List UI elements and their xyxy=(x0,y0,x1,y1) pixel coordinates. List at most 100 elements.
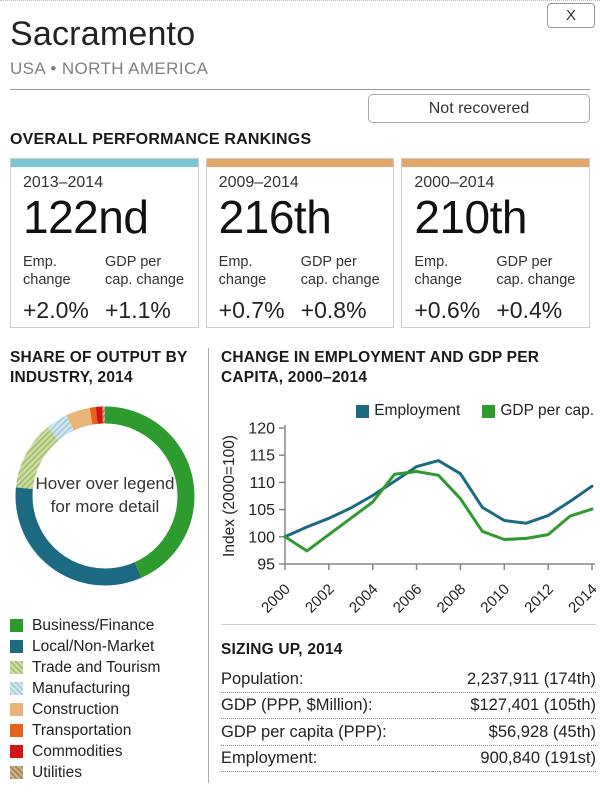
y-axis-tick-label: 115 xyxy=(249,448,275,465)
ranking-cards: 2013–2014 122nd Emp. change +2.0% GDP pe… xyxy=(10,158,591,328)
card-period: 2000–2014 xyxy=(414,174,495,191)
card-period: 2009–2014 xyxy=(218,174,299,191)
card-rank: 210th xyxy=(414,191,527,243)
donut-center-hint: Hover over legend for more detail xyxy=(35,474,175,517)
emp-change-value: +0.6% xyxy=(414,296,481,323)
x-axis-tick-label: 2004 xyxy=(346,581,382,614)
legend-swatch-icon xyxy=(10,745,23,759)
ranking-card-2009-2014: 2009–2014 216th Emp. change +0.7% GDP pe… xyxy=(205,158,395,328)
rankings-heading: OVERALL PERFORMANCE RANKINGS xyxy=(10,131,312,148)
industry-donut-chart: Hover over legend for more detail xyxy=(10,401,200,591)
card-rank: 216th xyxy=(218,191,332,243)
sizing-row-value: 900,840 (191st) xyxy=(431,745,596,773)
ranking-card-2000-2014: 2000–2014 210th Emp. change +0.6% GDP pe… xyxy=(401,158,591,328)
x-axis-tick-label: 2006 xyxy=(390,581,426,614)
line-chart-heading: CHANGE IN EMPLOYMENT AND GDP PER CAPITA,… xyxy=(221,349,540,387)
legend-label: Commodities xyxy=(32,742,123,760)
x-axis-tick-label: 2000 xyxy=(258,581,294,614)
industry-legend-item[interactable]: Commodities xyxy=(10,741,200,762)
legend-label: Utilities xyxy=(32,763,82,781)
sizing-up-table: Population: 2,237,911 (174th) GDP (PPP, $M… xyxy=(221,666,596,773)
x-axis-tick-label: 2010 xyxy=(477,581,513,614)
sizing-row-label: Population: xyxy=(221,666,432,693)
x-axis-tick-label: 2008 xyxy=(434,581,470,614)
series-line-gdp-per-cap- xyxy=(283,470,594,553)
donut-slice xyxy=(15,406,195,586)
legend-swatch-icon xyxy=(10,661,23,675)
sizing-row-label: GDP (PPP, $Million): xyxy=(221,692,432,720)
y-axis-title: Index (2000=100) xyxy=(221,435,238,557)
sizing-table-row: Population: 2,237,911 (174th) xyxy=(221,666,596,693)
page-subtitle: USA • NORTH AMERICA xyxy=(10,59,209,78)
card-period: 2013–2014 xyxy=(23,174,104,191)
legend-swatch-icon xyxy=(10,640,23,654)
card-accent-bar xyxy=(206,159,394,167)
y-axis-tick-label: 100 xyxy=(248,530,275,547)
x-axis-tick-label: 2012 xyxy=(521,581,557,614)
status-row: Not recovered xyxy=(10,94,590,124)
x-axis-tick-label: 2002 xyxy=(302,581,338,614)
legend-swatch-icon xyxy=(10,619,23,633)
emp-change-label: Emp. change xyxy=(23,253,71,289)
industry-legend-item[interactable]: Trade and Tourism xyxy=(10,657,200,678)
legend-swatch-icon xyxy=(10,724,23,738)
legend-label: Employment xyxy=(374,402,461,420)
emp-change-value: +0.7% xyxy=(218,296,285,323)
sizing-table-row: GDP (PPP, $Million): $127,401 (105th) xyxy=(221,692,596,720)
sizing-table-row: Employment: 900,840 (191st) xyxy=(221,745,596,773)
share-of-output-heading: SHARE OF OUTPUT BY INDUSTRY, 2014 xyxy=(10,349,188,387)
industry-legend-item[interactable]: Local/Non-Market xyxy=(10,636,200,657)
legend-swatch-icon xyxy=(10,766,23,780)
sizing-row-value: 2,237,911 (174th) xyxy=(431,666,596,693)
header-divider xyxy=(10,89,590,90)
recovery-status-button[interactable]: Not recovered xyxy=(368,94,590,123)
sizing-row-value: $127,401 (105th) xyxy=(431,692,596,720)
legend-label: Local/Non-Market xyxy=(32,637,155,655)
card-accent-bar xyxy=(402,159,590,167)
gdp-change-value: +0.8% xyxy=(300,296,367,323)
legend-swatch-icon xyxy=(10,703,23,717)
page-title: Sacramento xyxy=(10,15,196,53)
gdp-change-label: GDP per cap. change xyxy=(496,253,576,289)
industry-share-panel: SHARE OF OUTPUT BY INDUSTRY, 2014 Hover … xyxy=(10,348,209,784)
legend-label: Transportation xyxy=(32,721,132,739)
line-legend-entry: Employment xyxy=(356,402,460,420)
industry-legend-item[interactable]: Manufacturing xyxy=(10,678,200,699)
industry-legend-item[interactable]: Business/Finance xyxy=(10,615,200,636)
industry-legend-item[interactable]: Construction xyxy=(10,699,200,720)
donut-slice xyxy=(15,406,195,586)
sizing-row-label: GDP per capita (PPP): xyxy=(221,718,432,746)
sizing-table-row: GDP per capita (PPP): $56,928 (45th) xyxy=(221,718,596,746)
line-legend-entry: GDP per cap. xyxy=(482,402,594,420)
legend-label: Construction xyxy=(32,700,120,718)
legend-label: GDP per cap. xyxy=(500,402,594,420)
emp-change-value: +2.0% xyxy=(23,296,89,323)
legend-label: Manufacturing xyxy=(32,679,131,697)
legend-swatch-icon xyxy=(482,404,496,418)
y-axis-tick-label: 95 xyxy=(257,557,275,574)
y-axis-tick-label: 105 xyxy=(248,502,275,519)
gdp-change-value: +1.1% xyxy=(105,296,171,323)
ranking-card-2013-2014: 2013–2014 122nd Emp. change +2.0% GDP pe… xyxy=(10,158,199,328)
sizing-row-label: Employment: xyxy=(221,745,432,773)
legend-label: Business/Finance xyxy=(32,616,155,634)
x-axis-tick-label: 2014 xyxy=(565,581,596,614)
sizing-row-value: $56,928 (45th) xyxy=(431,718,596,746)
gdp-change-value: +0.4% xyxy=(496,296,563,323)
emp-change-label: Emp. change xyxy=(218,253,267,289)
donut-svg xyxy=(15,406,195,586)
y-axis-tick-label: 120 xyxy=(248,422,275,438)
line-chart-legend: Employment GDP per cap. xyxy=(221,402,596,420)
sizing-divider xyxy=(221,624,596,626)
industry-legend-item[interactable]: Transportation xyxy=(10,720,200,741)
card-accent-bar xyxy=(11,159,198,167)
legend-swatch-icon xyxy=(10,682,23,696)
close-button[interactable]: X xyxy=(547,3,595,28)
industry-legend-item[interactable]: Utilities xyxy=(10,762,200,783)
card-rank: 122nd xyxy=(23,191,149,243)
legend-label: Trade and Tourism xyxy=(32,658,161,676)
industry-legend: Business/Finance Local/Non-Market Trade an… xyxy=(10,615,200,783)
emp-change-label: Emp. change xyxy=(414,253,462,289)
